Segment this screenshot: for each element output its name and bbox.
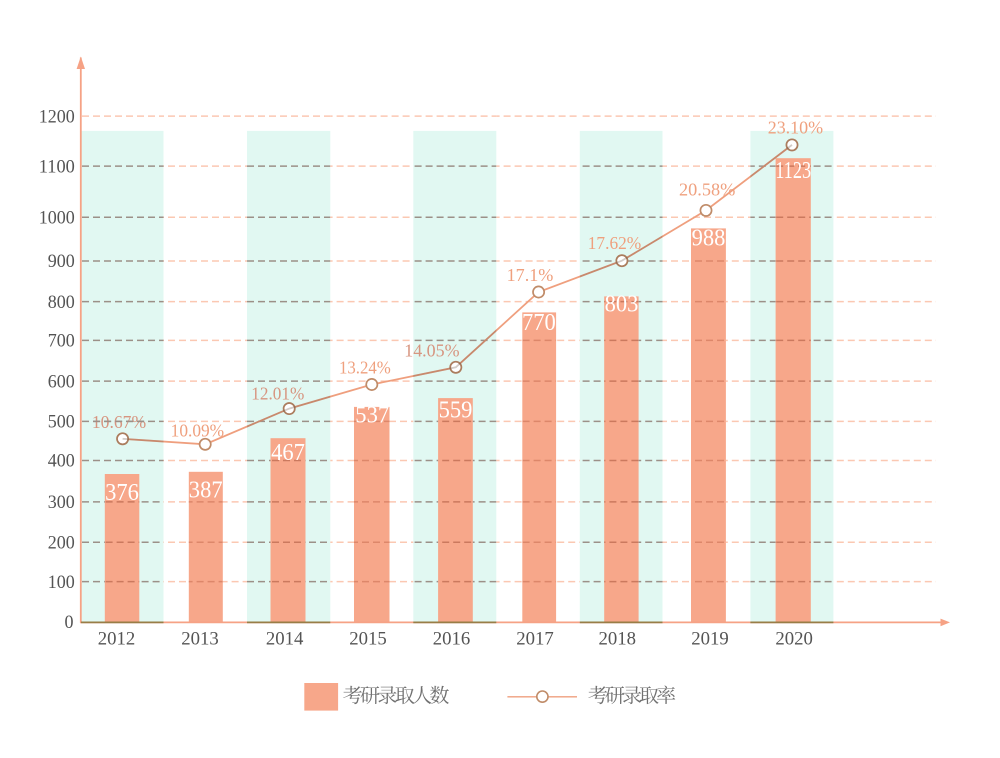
svg-text:300: 300: [48, 493, 75, 513]
svg-text:2012: 2012: [98, 629, 136, 650]
svg-text:2016: 2016: [433, 629, 471, 650]
svg-text:200: 200: [48, 533, 75, 553]
svg-text:10.09%: 10.09%: [171, 421, 225, 441]
svg-text:500: 500: [48, 413, 75, 433]
svg-text:100: 100: [48, 573, 75, 593]
svg-text:2017: 2017: [516, 629, 554, 650]
svg-text:803: 803: [605, 292, 639, 318]
svg-text:400: 400: [48, 452, 75, 472]
svg-text:600: 600: [48, 372, 75, 392]
svg-text:2020: 2020: [775, 629, 813, 650]
svg-text:1200: 1200: [39, 107, 75, 127]
svg-text:17.62%: 17.62%: [588, 233, 642, 253]
svg-text:20.58%: 20.58%: [679, 179, 735, 199]
svg-text:17.1%: 17.1%: [507, 265, 554, 285]
svg-text:23.10%: 23.10%: [768, 118, 823, 138]
svg-text:14.05%: 14.05%: [404, 340, 459, 360]
svg-text:537: 537: [355, 402, 389, 428]
svg-text:13.24%: 13.24%: [339, 357, 391, 377]
svg-text:770: 770: [522, 310, 556, 336]
svg-text:1100: 1100: [39, 157, 75, 177]
svg-text:387: 387: [189, 478, 223, 504]
svg-text:1000: 1000: [39, 209, 75, 229]
svg-text:2018: 2018: [599, 629, 637, 650]
svg-text:988: 988: [692, 226, 726, 252]
svg-text:700: 700: [48, 332, 75, 352]
svg-text:900: 900: [48, 252, 75, 272]
svg-text:376: 376: [105, 480, 139, 506]
svg-text:559: 559: [439, 398, 473, 424]
svg-text:467: 467: [271, 440, 305, 466]
svg-text:1123: 1123: [775, 158, 811, 184]
svg-text:800: 800: [48, 293, 75, 313]
svg-text:2014: 2014: [266, 629, 304, 650]
svg-text:2013: 2013: [181, 629, 219, 650]
svg-text:2015: 2015: [349, 629, 387, 650]
svg-text:2019: 2019: [691, 629, 729, 650]
svg-text:0: 0: [65, 613, 74, 633]
svg-text:12.01%: 12.01%: [251, 384, 304, 404]
